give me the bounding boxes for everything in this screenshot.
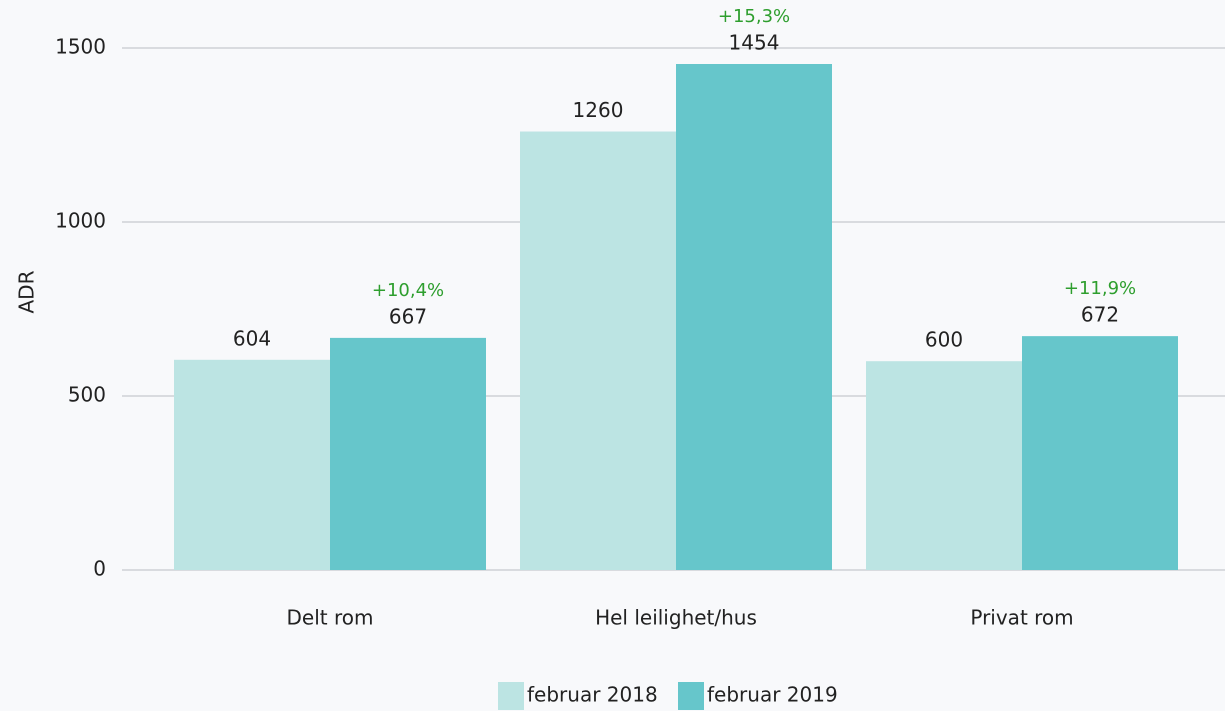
x-tick-label: Hel leilighet/hus — [595, 606, 757, 630]
y-tick-label: 1000 — [55, 209, 106, 233]
legend-label: februar 2019 — [707, 683, 838, 707]
x-tick-label: Delt rom — [287, 606, 374, 630]
value-label: 600 — [925, 328, 963, 352]
bar — [1022, 336, 1178, 570]
value-label: 1454 — [729, 31, 780, 55]
value-label: 1260 — [573, 98, 624, 122]
value-label: 604 — [233, 326, 271, 350]
y-tick-label: 500 — [68, 383, 106, 407]
bar — [520, 131, 676, 570]
x-tick-label: Privat rom — [970, 606, 1073, 630]
y-tick-label: 0 — [93, 557, 106, 581]
bar — [174, 359, 330, 570]
value-label: 667 — [389, 304, 427, 328]
legend-label: februar 2018 — [527, 683, 658, 707]
change-annotation: +10,4% — [372, 280, 444, 301]
bar — [866, 361, 1022, 570]
change-annotation: +15,3% — [718, 6, 790, 27]
change-annotation: +11,9% — [1064, 278, 1136, 299]
bar — [676, 64, 832, 571]
y-tick-label: 1500 — [55, 35, 106, 59]
bar — [330, 337, 486, 570]
legend-swatch — [498, 682, 524, 710]
y-axis-label: ADR — [15, 270, 39, 313]
legend-swatch — [678, 682, 704, 710]
value-label: 672 — [1081, 303, 1119, 327]
